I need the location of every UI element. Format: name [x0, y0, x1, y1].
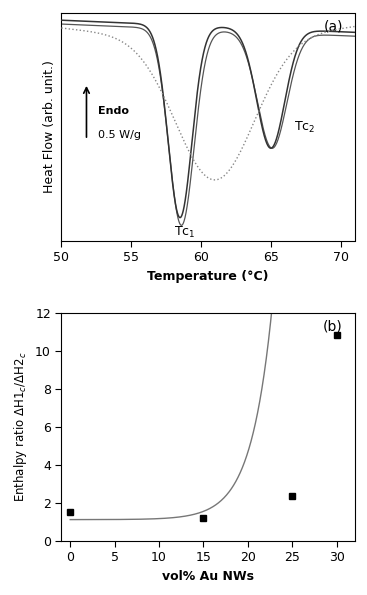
X-axis label: vol% Au NWs: vol% Au NWs [162, 569, 254, 583]
Text: (a): (a) [323, 20, 343, 33]
Y-axis label: Enthalpy ratio $\Delta$H1$_c$/$\Delta$H2$_c$: Enthalpy ratio $\Delta$H1$_c$/$\Delta$H2… [12, 351, 29, 502]
Text: Endo: Endo [98, 107, 129, 117]
Y-axis label: Heat Flow (arb. unit.): Heat Flow (arb. unit.) [43, 60, 56, 193]
Text: 0.5 W/g: 0.5 W/g [98, 130, 141, 140]
X-axis label: Temperature (°C): Temperature (°C) [147, 270, 269, 283]
Text: Tc$_2$: Tc$_2$ [294, 120, 316, 134]
Text: Tc$_1$: Tc$_1$ [174, 226, 195, 240]
Text: (b): (b) [323, 320, 343, 333]
